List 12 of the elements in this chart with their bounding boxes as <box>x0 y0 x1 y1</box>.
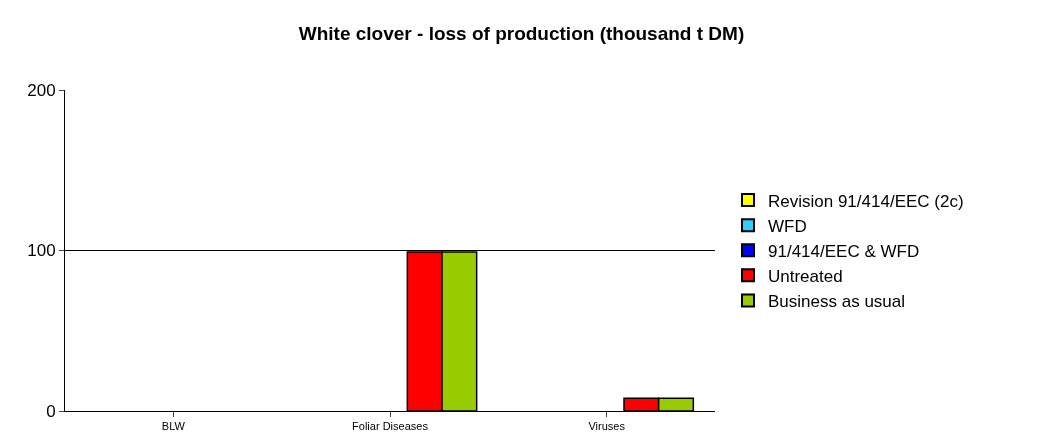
x-tick-label: Viruses <box>588 420 626 433</box>
legend-label: WFD <box>768 216 807 236</box>
legend-label: Business as usual <box>768 292 906 312</box>
chart-title: White clover - loss of production (thousand t DM) <box>298 22 745 44</box>
x-tick-label: Foliar Diseases <box>352 420 429 433</box>
legend-label: 91/414/EEC & WFD <box>768 241 920 261</box>
x-tick-label: BLW <box>161 420 186 433</box>
y-tick-label: 100 <box>27 241 56 261</box>
y-tick-label: 0 <box>46 401 56 421</box>
legend-label: Revision 91/414/EEC (2c) <box>768 191 964 211</box>
y-tick-label: 200 <box>27 80 56 100</box>
legend-label: Untreated <box>768 266 843 286</box>
